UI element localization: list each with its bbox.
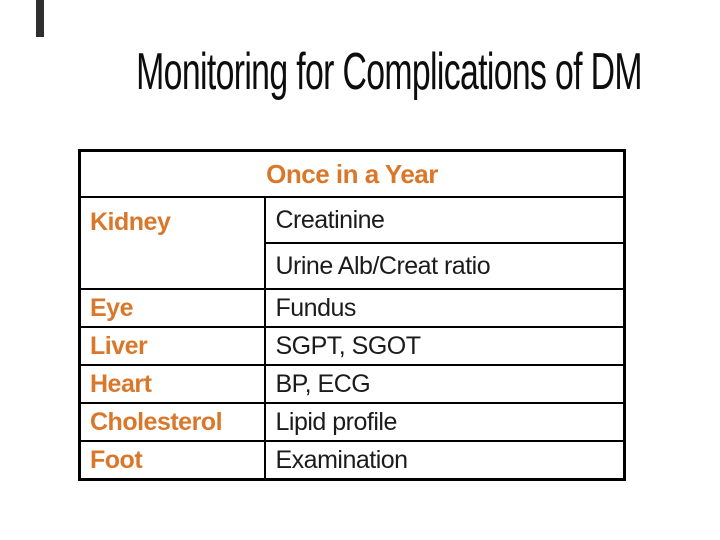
table-row-heart: Heart BP, ECG bbox=[78, 364, 626, 404]
table-row-header: Once in a Year bbox=[78, 149, 626, 198]
table-row-cholesterol: Cholesterol Lipid profile bbox=[78, 402, 626, 442]
table-row-eye: Eye Fundus bbox=[78, 288, 626, 328]
organ-cell-kidney: Kidney bbox=[78, 196, 266, 290]
slide-corner-mark bbox=[36, 0, 44, 37]
page-title-text: Monitoring for Complications of DM bbox=[136, 43, 642, 101]
table-row-kidney-urine: Urine Alb/Creat ratio bbox=[80, 242, 626, 290]
test-cell-fundus: Fundus bbox=[263, 288, 626, 328]
test-cell-urine-alb-creat-ratio: Urine Alb/Creat ratio bbox=[263, 242, 626, 290]
table-header-once-in-a-year: Once in a Year bbox=[78, 149, 626, 198]
organ-cell-cholesterol: Cholesterol bbox=[78, 402, 266, 442]
test-cell-creatinine: Creatinine bbox=[263, 196, 626, 244]
table-row-kidney-creatinine: Kidney Creatinine bbox=[78, 196, 626, 290]
organ-cell-liver: Liver bbox=[78, 326, 266, 366]
test-cell-sgpt-sgot: SGPT, SGOT bbox=[263, 326, 626, 366]
test-cell-lipid-profile: Lipid profile bbox=[263, 402, 626, 442]
organ-cell-heart: Heart bbox=[78, 364, 266, 404]
table-row-foot: Foot Examination bbox=[78, 440, 626, 481]
organ-cell-foot: Foot bbox=[78, 440, 266, 481]
monitoring-table: Once in a Year Kidney Creatinine Urine A… bbox=[78, 149, 626, 481]
test-cell-bp-ecg: BP, ECG bbox=[263, 364, 626, 404]
organ-cell-eye: Eye bbox=[78, 288, 266, 328]
page-title: Monitoring for Complications of DM bbox=[0, 42, 720, 102]
test-cell-examination: Examination bbox=[263, 440, 626, 481]
table-row-liver: Liver SGPT, SGOT bbox=[78, 326, 626, 366]
